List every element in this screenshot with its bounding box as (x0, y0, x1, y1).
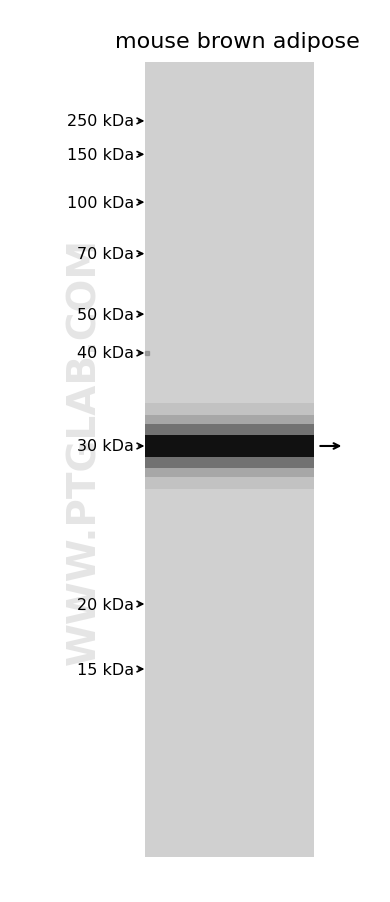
FancyBboxPatch shape (145, 415, 314, 478)
Text: 15 kDa: 15 kDa (77, 662, 134, 676)
Text: 100 kDa: 100 kDa (67, 196, 134, 210)
FancyBboxPatch shape (145, 404, 314, 489)
Text: 250 kDa: 250 kDa (67, 115, 134, 129)
FancyBboxPatch shape (145, 436, 314, 457)
Text: 150 kDa: 150 kDa (67, 148, 134, 162)
Text: WWW.PTGLAB.COM: WWW.PTGLAB.COM (65, 237, 103, 665)
Text: 70 kDa: 70 kDa (77, 247, 134, 262)
Text: mouse brown adipose: mouse brown adipose (115, 32, 360, 51)
Text: 20 kDa: 20 kDa (77, 597, 134, 612)
Text: 50 kDa: 50 kDa (77, 308, 134, 322)
Text: 30 kDa: 30 kDa (77, 439, 134, 454)
FancyBboxPatch shape (145, 425, 314, 469)
FancyBboxPatch shape (145, 63, 314, 857)
Text: 40 kDa: 40 kDa (77, 346, 134, 361)
